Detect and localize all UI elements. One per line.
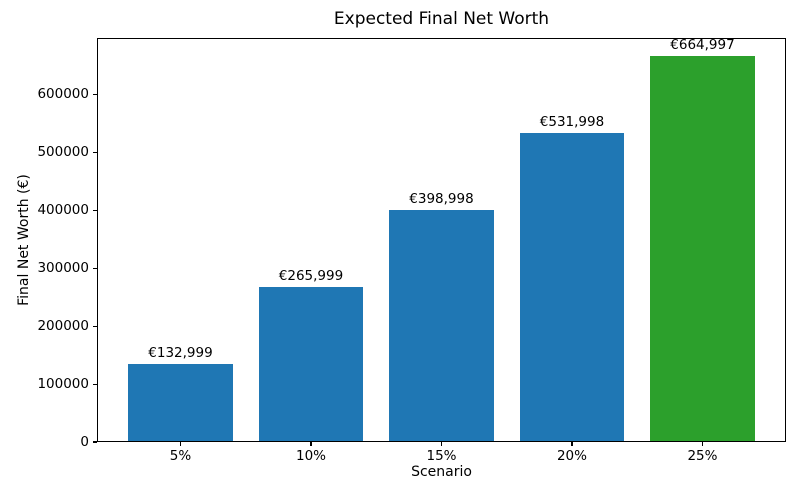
y-axis-label: Final Net Worth (€) xyxy=(16,174,32,306)
bar-25% xyxy=(650,56,755,441)
x-tick-mark xyxy=(310,442,312,446)
y-tick-mark xyxy=(93,441,97,443)
y-tick-mark xyxy=(93,94,97,96)
x-tick-mark xyxy=(571,442,573,446)
y-tick-label: 0 xyxy=(80,433,89,450)
y-tick-mark xyxy=(93,383,97,385)
y-tick-label: 500000 xyxy=(37,144,89,161)
bar-value-label: €531,998 xyxy=(539,114,605,131)
chart-title: Expected Final Net Worth xyxy=(333,9,550,29)
y-tick-label: 200000 xyxy=(37,317,89,334)
y-tick-mark xyxy=(93,325,97,327)
bar-value-label: €132,999 xyxy=(148,345,213,362)
y-tick-label: 400000 xyxy=(37,202,89,219)
bar-20% xyxy=(519,133,625,441)
bar-value-label: €265,999 xyxy=(278,268,344,285)
x-axis-label: Scenario xyxy=(411,464,472,480)
x-tick-label: 10% xyxy=(295,448,326,464)
x-tick-mark xyxy=(440,442,443,446)
x-tick-mark xyxy=(179,442,182,446)
bar-15% xyxy=(389,210,494,441)
bar-value-label: €398,998 xyxy=(409,191,474,208)
bar-10% xyxy=(258,287,364,441)
x-tick-label: 15% xyxy=(426,448,457,464)
y-tick-label: 100000 xyxy=(37,375,89,392)
x-tick-mark xyxy=(701,442,704,446)
y-tick-mark xyxy=(93,267,97,269)
x-tick-label: 5% xyxy=(169,448,192,464)
bar-value-label: €664,997 xyxy=(670,37,735,54)
y-tick-label: 300000 xyxy=(37,259,89,276)
bar-5% xyxy=(128,364,233,441)
y-tick-mark xyxy=(93,209,97,212)
x-tick-label: 20% xyxy=(556,448,587,464)
plot-area xyxy=(97,38,786,442)
x-tick-label: 25% xyxy=(687,448,718,464)
y-tick-mark xyxy=(93,152,97,154)
y-tick-label: 600000 xyxy=(37,86,89,103)
